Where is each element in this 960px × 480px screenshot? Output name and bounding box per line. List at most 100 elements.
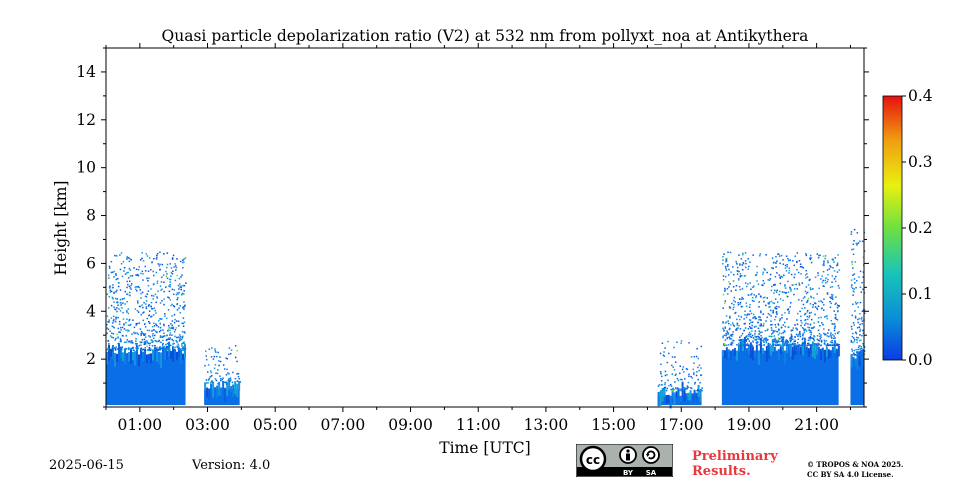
pixel <box>810 334 812 336</box>
pixel <box>859 286 862 288</box>
pixel <box>159 345 161 348</box>
pixel <box>771 285 773 288</box>
pixel <box>826 292 829 294</box>
pixel <box>141 338 144 341</box>
pixel <box>116 307 118 309</box>
pixel <box>676 341 678 344</box>
pixel <box>784 312 786 314</box>
pixel <box>755 317 758 320</box>
pixel <box>857 337 860 339</box>
pixel <box>754 317 757 320</box>
pixel <box>229 377 232 379</box>
pixel <box>797 271 800 274</box>
pixel <box>793 343 796 345</box>
pixel <box>671 356 674 358</box>
pixel <box>803 331 806 334</box>
pixel <box>118 323 121 325</box>
pixel <box>671 389 674 399</box>
pixel <box>180 338 183 341</box>
pixel <box>217 369 219 371</box>
pixel <box>816 308 819 311</box>
pixel <box>115 318 117 320</box>
pixel <box>679 372 681 375</box>
pixel <box>776 340 778 343</box>
pixel <box>681 383 684 386</box>
pixel <box>782 263 784 265</box>
pixel <box>138 305 141 308</box>
pixel <box>151 330 153 332</box>
pixel <box>859 240 861 242</box>
pixel <box>852 253 855 256</box>
pixel <box>772 330 775 332</box>
pixel <box>789 259 792 261</box>
y-tick-label: 12 <box>76 111 96 129</box>
pixel <box>171 326 173 329</box>
pixel <box>733 325 736 327</box>
pixel <box>832 323 835 326</box>
pixel <box>148 310 151 312</box>
pixel <box>176 341 178 343</box>
pixel <box>758 338 761 340</box>
pixel <box>795 283 797 286</box>
pixel <box>782 324 785 326</box>
pixel <box>765 337 768 340</box>
pixel <box>862 351 865 366</box>
pixel <box>129 348 132 350</box>
x-tick-label: 15:00 <box>591 416 636 434</box>
pixel <box>759 319 762 321</box>
pixel <box>670 388 672 391</box>
pixel <box>807 344 809 346</box>
pixel <box>852 290 855 292</box>
pixel <box>680 342 682 344</box>
pixel <box>815 344 818 356</box>
pixel <box>182 306 185 308</box>
pixel <box>853 288 856 290</box>
pixel <box>221 378 224 381</box>
pixel <box>774 344 777 347</box>
pixel <box>790 288 792 291</box>
pixel <box>150 316 152 318</box>
pixel <box>175 339 177 342</box>
pixel <box>790 333 793 336</box>
pixel <box>723 343 726 345</box>
pixel <box>126 256 128 258</box>
pixel <box>743 323 746 325</box>
pixel <box>182 261 184 264</box>
pixel <box>804 290 807 293</box>
pixel <box>732 266 734 268</box>
pixel <box>698 364 701 367</box>
pixel <box>126 286 128 289</box>
pixel <box>236 380 239 382</box>
pixel <box>120 340 122 343</box>
pixel <box>852 243 855 245</box>
pixel <box>791 343 794 345</box>
pixel <box>794 255 796 257</box>
pixel <box>671 373 674 375</box>
pixel <box>727 274 730 276</box>
pixel <box>723 253 725 255</box>
pixel <box>217 351 219 354</box>
pixel <box>745 262 747 265</box>
pixel <box>735 311 737 314</box>
pixel <box>774 283 777 286</box>
pixel <box>181 345 183 347</box>
pixel <box>113 318 115 321</box>
pixel <box>167 330 169 332</box>
pixel <box>664 383 666 386</box>
pixel <box>177 325 180 327</box>
pixel <box>744 327 747 329</box>
pixel <box>740 316 743 318</box>
pixel <box>740 305 743 308</box>
pixel <box>861 316 863 319</box>
pixel <box>775 339 777 341</box>
pixel <box>227 372 229 374</box>
pixel <box>204 365 206 367</box>
pixel <box>834 325 836 327</box>
pixel <box>172 293 175 296</box>
pixel <box>679 378 682 381</box>
cc-license-badge[interactable]: cc BY SA <box>576 444 673 477</box>
pixel <box>144 326 147 328</box>
dense-region <box>850 360 864 406</box>
pixel <box>744 310 746 313</box>
pixel <box>750 288 752 291</box>
